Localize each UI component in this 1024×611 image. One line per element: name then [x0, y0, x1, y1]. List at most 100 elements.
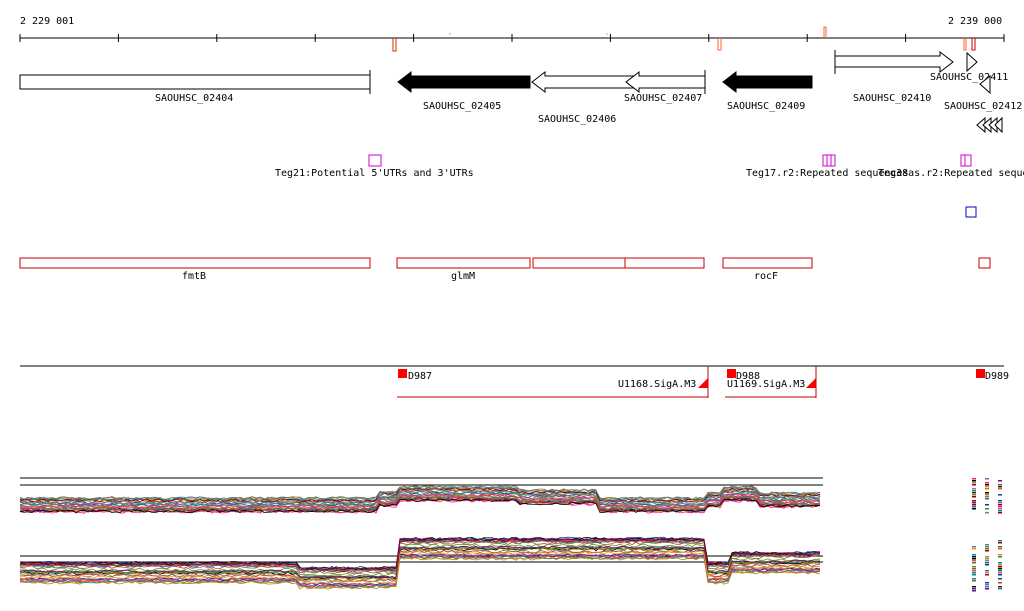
expression-mini-mark [972, 558, 976, 560]
expression-line [19, 545, 821, 579]
expression-mini-mark [972, 504, 976, 506]
expression-mini-mark [985, 508, 989, 510]
expression-mini-mark [985, 564, 989, 566]
expression-mini-mark [985, 572, 989, 574]
gene-label: SAOUHSC_02410 [853, 93, 931, 104]
expression-mini-mark [972, 580, 976, 582]
expression-track-2 [19, 536, 823, 590]
gene-label: SAOUHSC_02411 [930, 72, 1008, 83]
promoter-d987[interactable] [398, 369, 407, 378]
expression-mini-mark [985, 492, 989, 494]
gene-saouhsc-02404[interactable]: SAOUHSC_02404 [19, 70, 371, 104]
expression-mini-mark [998, 570, 1002, 572]
expression-mini-mark [972, 574, 976, 576]
gene-saouhsc-02411[interactable]: SAOUHSC_02411 [930, 51, 1008, 83]
expression-mini-mark [972, 590, 976, 592]
expression-mini-mark [985, 574, 989, 576]
operon-box-small[interactable] [978, 257, 991, 269]
expression-mini-mark [985, 560, 989, 562]
expression-mini-mark [998, 502, 1002, 504]
expression-mini-mark [972, 562, 976, 564]
expression-mini-mark [972, 548, 976, 550]
gene-saouhsc-02410[interactable]: SAOUHSC_02410 [834, 50, 954, 104]
expression-mini-mark [972, 578, 976, 580]
expression-mini-mark [972, 482, 976, 484]
expression-mini-mark [985, 486, 989, 488]
expression-mini-mark [998, 506, 1002, 508]
expression-mini-mark [972, 572, 976, 574]
expression-mini-mark [985, 498, 989, 500]
expression-mini-mark [985, 504, 989, 506]
feature-teg38as[interactable] [960, 154, 972, 167]
expression-line [19, 545, 821, 579]
operon-box-glmm[interactable] [396, 257, 531, 269]
expression-mini-mark [998, 562, 1002, 564]
expression-mini-mark [998, 510, 1002, 512]
expression-mini-mark [985, 570, 989, 572]
tu-u1169[interactable]: U1169.SigA.M3 [725, 366, 817, 398]
promoter-label-d989: D989 [985, 371, 1009, 382]
expression-mini-mark [985, 544, 989, 546]
feature-teg17[interactable] [822, 154, 836, 167]
expression-mini-mark [985, 546, 989, 548]
expression-mini-mark [985, 512, 989, 514]
expression-mini-mark [998, 486, 1002, 488]
expression-mini-mark [985, 584, 989, 586]
operon-box-fmtb[interactable] [19, 257, 371, 269]
tu-u1168[interactable]: U1168.SigA.M3 [397, 366, 709, 398]
expression-mini-mark [998, 504, 1002, 506]
expression-mini-mark [998, 488, 1002, 490]
expression-mini-mark [998, 586, 1002, 588]
expression-mini-mark [972, 500, 976, 502]
promoter-label-d988: D988 [736, 371, 760, 382]
feature-teg21[interactable] [368, 154, 382, 167]
operon-box-02406[interactable] [532, 257, 626, 269]
expression-mini-mark [985, 558, 989, 560]
expression-line [19, 487, 821, 503]
promoter-d989[interactable] [976, 369, 985, 378]
expression-line [19, 555, 821, 589]
expression-mini-mark [972, 560, 976, 562]
expression-mini-mark [998, 574, 1002, 576]
gene-track: SAOUHSC_02404 SAOUHSC_02405 SAOUHSC_0240… [19, 50, 1022, 134]
expression-mini-mark [998, 556, 1002, 558]
operon-box-02407[interactable] [624, 257, 705, 269]
expression-mini-mark [998, 578, 1002, 580]
expression-mini-mark [985, 482, 989, 484]
expression-mini-mark [985, 478, 989, 480]
gene-label: SAOUHSC_02404 [155, 93, 233, 104]
expression-line [19, 537, 821, 571]
expression-mini-mark [972, 492, 976, 494]
expression-line [19, 490, 821, 506]
expression-mini-mark [972, 554, 976, 556]
gene-saouhsc-02407[interactable]: SAOUHSC_02407 [624, 70, 706, 104]
expression-mini-mark [972, 502, 976, 504]
promoter-d988[interactable] [727, 369, 736, 378]
expression-mini-mark [985, 484, 989, 486]
gene-saouhsc-02405[interactable]: SAOUHSC_02405 [397, 70, 531, 112]
ruler-start-label: 2 229 001 [20, 16, 74, 27]
expression-mini-mark [985, 548, 989, 550]
feature-blue-box[interactable] [965, 206, 977, 218]
expression-line [19, 556, 821, 590]
expression-mini-mark [998, 542, 1002, 544]
expression-mini-mark [998, 484, 1002, 486]
expression-mini-mark [972, 588, 976, 590]
expression-mini-mark [985, 488, 989, 490]
coordinate-ruler: 2 229 001 2 239 000 [19, 16, 1005, 52]
gene-saouhsc-02412[interactable]: SAOUHSC_02412 [944, 74, 1022, 134]
expression-track-2-mini [972, 540, 1002, 592]
gene-saouhsc-02409[interactable]: SAOUHSC_02409 [722, 70, 813, 112]
expression-mini-mark [998, 508, 1002, 510]
gene-label: SAOUHSC_02405 [423, 101, 501, 112]
ruler-end-label: 2 239 000 [948, 16, 1002, 27]
feature-label-teg17: Teg17.r2:Repeated sequences [746, 168, 909, 179]
operon-track: fmtB glmM rocF [19, 257, 991, 282]
expression-mini-mark [972, 568, 976, 570]
gene-label: SAOUHSC_02406 [538, 114, 616, 125]
expression-mini-mark [972, 508, 976, 510]
promoter-track: D987 D988 D989 U1168.SigA.M3 U1169.SigA.… [20, 365, 1009, 398]
operon-box-rocf[interactable] [722, 257, 813, 269]
promoter-label-d987: D987 [408, 371, 432, 382]
